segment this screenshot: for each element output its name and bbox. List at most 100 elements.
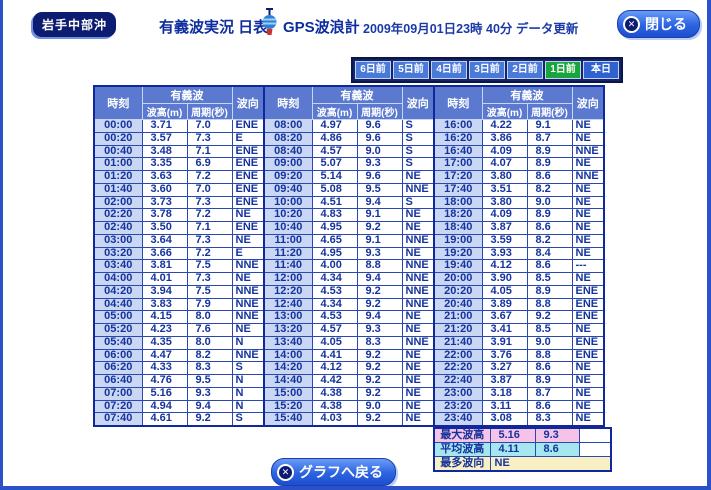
cell-direction: NE	[571, 412, 605, 427]
cell-direction: NE	[571, 246, 605, 261]
summary-avg-label: 平均波高	[433, 442, 491, 457]
table-row: 01:00 3.35 6.9 ENE 09:00 5.07 9.3 S 17:00 4.07 8.9…	[93, 157, 605, 171]
cell-direction: S	[231, 412, 265, 427]
cell-period: 9.2	[526, 310, 573, 324]
cell-direction: NNE	[571, 170, 605, 184]
close-button-label: 閉じる	[645, 16, 687, 32]
cell-time: 04:40	[93, 297, 143, 312]
cell-height: 3.27	[481, 361, 528, 375]
cell-time: 16:40	[433, 144, 483, 159]
cell-time: 12:00	[263, 272, 313, 286]
cell-direction: ENE	[571, 310, 605, 324]
cell-height: 3.08	[481, 412, 528, 427]
updated-timestamp: 2009年09月01日23時 40分 データ更新	[363, 22, 579, 36]
cell-period: 9.1	[526, 119, 573, 133]
cell-time: 22:00	[433, 348, 483, 363]
cell-height: 4.65	[311, 233, 358, 248]
station-badge: 岩手中部沖	[33, 12, 117, 37]
cell-time: 03:00	[93, 233, 143, 248]
cell-period: 7.2	[186, 208, 233, 222]
header-time: 時刻	[93, 85, 143, 120]
cell-height: 4.76	[141, 374, 188, 388]
close-button[interactable]: ✕ 閉じる	[617, 10, 700, 38]
cell-height: 4.41	[311, 348, 358, 363]
cell-time: 00:00	[93, 119, 143, 133]
cell-period: 7.6	[186, 323, 233, 337]
cell-direction: ENE	[571, 335, 605, 350]
back-to-graph-button[interactable]: ✕ グラフへ戻る	[271, 458, 396, 486]
page-title: 有義波実況 日表	[159, 19, 269, 36]
cell-height: 4.38	[311, 399, 358, 414]
cell-height: 4.05	[311, 335, 358, 350]
header-time: 時刻	[263, 85, 313, 120]
cell-period: 8.9	[526, 157, 573, 171]
summary-table: 最大波高 5.16 9.3 平均波高 4.11 8.6 最多波向 NE	[433, 427, 612, 472]
cell-height: 3.91	[481, 335, 528, 350]
cell-period: 9.6	[356, 119, 403, 133]
cell-height: 3.87	[481, 221, 528, 235]
cell-time: 05:20	[93, 323, 143, 337]
cell-direction: S	[401, 131, 435, 146]
cell-period: 8.9	[526, 284, 573, 299]
cell-time: 23:40	[433, 412, 483, 427]
cell-height: 4.03	[311, 412, 358, 427]
cell-period: 7.3	[186, 131, 233, 146]
table-row: 00:20 3.57 7.3 E 08:20 4.86 9.6 S 16:20 3.86 8.7 NE	[93, 131, 605, 146]
table-row: 05:20 4.23 7.6 NE 13:20 4.57 9.3 NE 21:20 3.41 8.5…	[93, 323, 605, 337]
cell-direction: NE	[571, 233, 605, 248]
table-row: 02:00 3.73 7.3 ENE 10:00 4.51 9.4 S 18:00 3.80 9.0…	[93, 195, 605, 210]
cell-direction: NNE	[401, 233, 435, 248]
cell-direction: E	[231, 131, 265, 146]
day-tab-6[interactable]: 本日	[583, 61, 619, 79]
cell-period: 8.0	[186, 310, 233, 324]
cell-direction: NNE	[231, 310, 265, 324]
cell-time: 14:00	[263, 348, 313, 363]
cell-direction: NNE	[401, 335, 435, 350]
cell-period: 9.0	[526, 195, 573, 210]
cell-time: 11:00	[263, 233, 313, 248]
cell-direction: ENE	[231, 157, 265, 171]
cell-direction: NE	[401, 374, 435, 388]
cell-time: 09:20	[263, 170, 313, 184]
cell-direction: S	[401, 195, 435, 210]
table-row: 02:20 3.78 7.2 NE 10:20 4.83 9.1 NE 18:20 4.09 8.9…	[93, 208, 605, 222]
day-tab-1[interactable]: 5日前	[393, 61, 429, 79]
header-time: 時刻	[433, 85, 483, 120]
cell-direction: NE	[571, 119, 605, 133]
cell-period: 7.1	[186, 144, 233, 159]
cell-direction: NE	[231, 233, 265, 248]
cell-period: 9.2	[356, 284, 403, 299]
cell-height: 3.87	[481, 374, 528, 388]
cell-time: 20:40	[433, 297, 483, 312]
day-tab-4[interactable]: 2日前	[507, 61, 543, 79]
cell-direction: NNE	[231, 259, 265, 273]
cell-period: 9.3	[356, 323, 403, 337]
summary-row-max: 最大波高 5.16 9.3	[433, 427, 612, 443]
buoy-icon	[261, 8, 278, 43]
header-direction: 波向	[401, 85, 435, 120]
cell-height: 4.23	[141, 323, 188, 337]
cell-time: 10:20	[263, 208, 313, 222]
cell-period: 8.7	[526, 131, 573, 146]
cell-time: 05:40	[93, 335, 143, 350]
cell-period: 8.6	[526, 170, 573, 184]
day-tab-5[interactable]: 1日前	[545, 61, 581, 79]
cell-time: 07:00	[93, 386, 143, 401]
table-row: 00:40 3.48 7.1 ENE 08:40 4.57 9.0 S 16:40 4.09 8.9…	[93, 144, 605, 159]
day-tab-0[interactable]: 6日前	[355, 61, 391, 79]
day-tab-2[interactable]: 4日前	[431, 61, 467, 79]
table-row: 01:40 3.60 7.0 ENE 09:40 5.08 9.5 NNE 17:40 3.51 8…	[93, 182, 605, 197]
cell-height: 4.51	[311, 195, 358, 210]
cell-time: 02:00	[93, 195, 143, 210]
cell-time: 01:20	[93, 170, 143, 184]
cell-direction: NNE	[401, 259, 435, 273]
cell-time: 01:40	[93, 182, 143, 197]
cell-time: 19:00	[433, 233, 483, 248]
cell-direction: NE	[401, 208, 435, 222]
cell-direction: NNE	[571, 144, 605, 159]
header-period: 周期(秒)	[186, 103, 233, 120]
cell-period: 9.3	[356, 246, 403, 261]
day-tab-3[interactable]: 3日前	[469, 61, 505, 79]
cell-period: 9.4	[356, 195, 403, 210]
